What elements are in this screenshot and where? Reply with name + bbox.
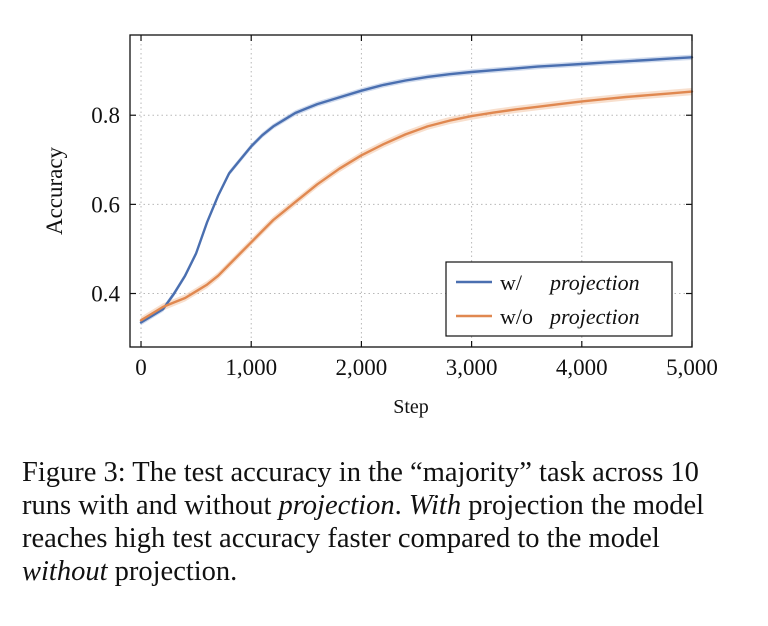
caption-text: . xyxy=(394,490,409,521)
series-lines xyxy=(139,56,694,324)
caption-text: projection. xyxy=(107,556,238,587)
caption-text: Figure 3: The test accuracy in the “majo… xyxy=(22,457,699,521)
x-tick-label: 1,000 xyxy=(225,355,277,380)
series-2-line xyxy=(139,90,694,322)
caption-emphasis: projection xyxy=(278,490,395,521)
y-tick-label: 0.6 xyxy=(91,192,120,217)
series-1-line xyxy=(139,56,694,324)
accuracy-chart: 0 1,000 2,000 3,000 4,000 5,000 0.4 0.6 0.8 Step… xyxy=(42,34,718,418)
y-tick-label: 0.4 xyxy=(91,282,120,307)
caption-text: projection the model reaches high test a… xyxy=(22,490,705,554)
x-tick-label: 0 xyxy=(135,355,147,380)
plot-frame xyxy=(129,34,693,348)
legend-box xyxy=(445,261,673,337)
legend-label-name: projection xyxy=(548,304,640,329)
x-tick-label: 4,000 xyxy=(556,355,608,380)
y-tick-label: 0.8 xyxy=(91,103,120,128)
x-tick-label: 5,000 xyxy=(666,355,718,380)
figure-caption: Figure 3: The test accuracy in the “majo… xyxy=(22,456,752,588)
legend-label-prefix: w/ xyxy=(500,270,523,295)
y-axis-label: Accuracy xyxy=(42,146,67,235)
legend: w/projection w/o projection xyxy=(445,261,673,337)
legend-label-prefix: w/o xyxy=(500,304,533,329)
x-tick-label: 3,000 xyxy=(446,355,498,380)
caption-emphasis: With xyxy=(408,490,462,521)
x-axis-label: Step xyxy=(393,396,429,418)
axis-ticks: 0 1,000 2,000 3,000 4,000 5,000 0.4 0.6 0.8 xyxy=(91,35,718,380)
caption-emphasis: without xyxy=(22,556,108,587)
legend-label-name: projection xyxy=(548,270,640,295)
x-tick-label: 2,000 xyxy=(336,355,388,380)
